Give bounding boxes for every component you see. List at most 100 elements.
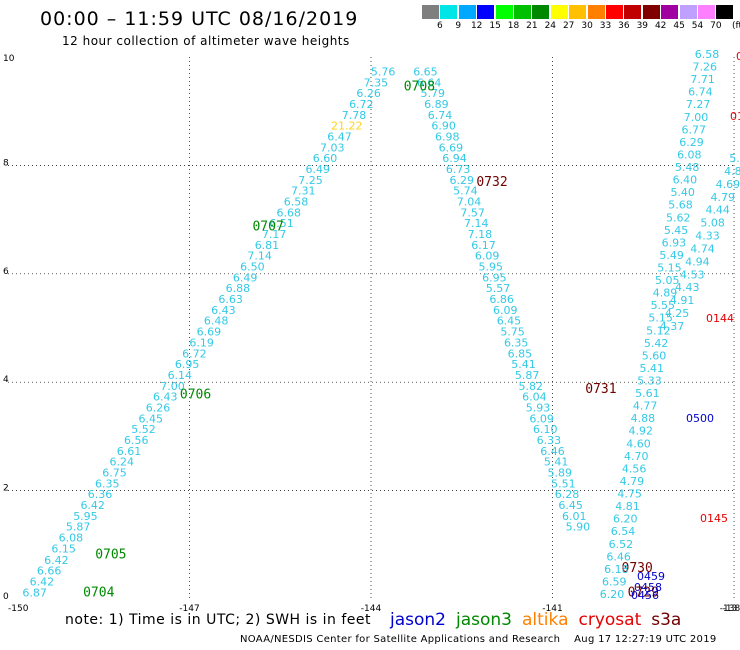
wave-height-value: 7.14 (464, 217, 489, 230)
pass-time-label: 0707 (252, 219, 283, 234)
wave-height-value: 6.61 (117, 445, 142, 458)
wave-height-value: 6.93 (662, 236, 687, 249)
wave-height-value: 6.24 (109, 456, 134, 469)
wave-height-value: 5.15 (657, 261, 682, 274)
wave-height-value: 4.92 (628, 425, 653, 438)
legend-label: 36 (618, 21, 630, 31)
y-tick-label: 2 (3, 484, 9, 494)
wave-height-value: 6.49 (306, 163, 331, 176)
wave-height-value: 4.77 (633, 400, 658, 413)
wave-height-value: 5.12 (646, 324, 671, 337)
wave-height-value: 6.49 (233, 271, 258, 284)
pass-time-label: 0144 (706, 312, 734, 325)
wave-height-value: 4.91 (670, 294, 695, 307)
wave-height-value: 6.66 (37, 565, 62, 578)
wave-height-value: 7.26 (693, 61, 718, 74)
legend-swatch (569, 5, 587, 19)
wave-height-value: 6.18 (604, 563, 629, 576)
grid-lines (8, 57, 735, 599)
wave-height-value: 5.08 (700, 217, 725, 230)
legend-swatch (679, 5, 697, 19)
wave-height-value: 5.05 (655, 274, 680, 287)
legend-label: 15 (489, 21, 501, 31)
legend-label: 30 (581, 21, 593, 31)
pass-time-label: 0705 (95, 547, 126, 562)
wave-height-value: 6.46 (540, 445, 565, 458)
wave-height-value: 7.27 (686, 98, 711, 111)
pass-time-label: 0704 (83, 585, 114, 600)
wave-height-value: 5.51 (551, 477, 576, 490)
wave-height-value: 6.40 (673, 174, 698, 187)
legend-swatch (661, 5, 679, 19)
wave-height-value: 6.89 (424, 98, 449, 111)
wave-height-value: 6.68 (276, 206, 301, 219)
wave-height-value: 6.60 (313, 152, 338, 165)
wave-height-value: 5.75 (500, 326, 525, 339)
wave-height-value: 6.64 (417, 76, 442, 89)
legend-label: 70 (710, 21, 722, 31)
wave-height-value: 7.03 (320, 141, 345, 154)
wave-height-value: 5.90 (566, 521, 591, 534)
legend-swatch (477, 5, 495, 19)
wave-height-value: 5.95 (479, 261, 504, 274)
pass-time-label: 0456 (631, 589, 659, 602)
satellite-name: jason3 (456, 610, 512, 630)
wave-height-value: 6.90 (431, 120, 456, 133)
legend-label: 24 (544, 21, 557, 31)
wave-height-value: 5.15 (648, 312, 673, 325)
pass-time-label: 0732 (476, 175, 507, 190)
wave-height-value: 4.75 (617, 488, 642, 501)
pass-time-label: 0731 (585, 382, 616, 397)
wave-height-value: 6.58 (695, 48, 720, 61)
wave-height-value: 4.37 (660, 320, 685, 333)
wave-height-value: 6.94 (442, 152, 467, 165)
legend-swatch (624, 5, 642, 19)
wave-height-value: 6.59 (602, 575, 627, 588)
wave-height-value: 6.09 (493, 304, 518, 317)
wave-height-value: 6.45 (558, 499, 583, 512)
wave-height-value: 6.45 (139, 412, 164, 425)
wave-height-value: 5.45 (664, 224, 689, 237)
wave-height-value: 7.17 (262, 228, 287, 241)
x-tick-label: -13 (723, 604, 738, 614)
wave-height-value: 6.28 (555, 488, 580, 501)
wave-height-value: 6.81 (255, 239, 280, 252)
wave-height-value: 6.42 (80, 499, 105, 512)
wave-height-value: 6.98 (435, 130, 460, 143)
wave-height-value: 5.87 (515, 369, 540, 382)
wave-height-value: 6.43 (211, 304, 236, 317)
wave-height-value: 5.41 (511, 358, 536, 371)
wave-height-value: 5.79 (420, 87, 445, 100)
y-tick-label: 10 (3, 54, 15, 64)
pass-time-labels: 0704 0705 0706 0707 0708 0732 0731 0730 0729 (83, 80, 659, 601)
satellite-name: jason2 (390, 610, 446, 630)
legend-swatch (642, 5, 660, 19)
wave-height-value: 6.19 (189, 336, 214, 349)
wave-height-value: 6.48 (204, 315, 229, 328)
wave-height-value: 6.87 (22, 586, 47, 599)
wave-height-value: 5.42 (644, 337, 669, 350)
pass-time-label: 0 (736, 50, 740, 63)
wave-height-value: 6.33 (537, 434, 562, 447)
wave-height-value: 6.74 (428, 109, 453, 122)
wave-height-value: 6.54 (611, 525, 636, 538)
wave-height-value: 5.57 (486, 282, 511, 295)
legend-swatch (550, 5, 568, 19)
wave-height-value: 7.18 (468, 228, 493, 241)
legend-swatch (698, 5, 715, 19)
x-tick-label: -141 (542, 604, 562, 614)
pass-time-label: 01 (730, 110, 740, 123)
legend-label: 39 (636, 21, 649, 31)
pass-time-label: 0500 (686, 412, 714, 425)
wave-height-value: 5.82 (518, 380, 543, 393)
wave-height-value: 6.56 (124, 434, 149, 447)
wave-height-value: 6.88 (226, 282, 251, 295)
note-text: note: 1) Time is in UTC; 2) SWH is in fe… (65, 612, 372, 628)
wave-height-value: 7.35 (364, 76, 389, 89)
legend-swatch (422, 5, 439, 19)
wave-height-value: 5.60 (642, 349, 667, 362)
wave-height-value: 6.63 (218, 293, 243, 306)
x-tick-label: -147 (179, 604, 199, 614)
wave-height-value: 5.40 (670, 186, 695, 199)
wave-height-value: 6.08 (677, 148, 702, 161)
